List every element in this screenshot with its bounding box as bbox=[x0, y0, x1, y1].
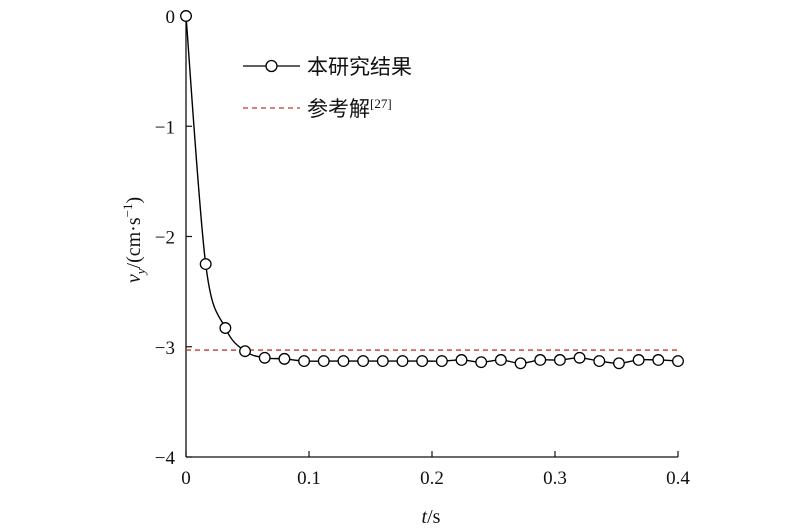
axes bbox=[185, 16, 678, 458]
legend: 本研究结果 参考解[27] bbox=[243, 55, 412, 121]
main-series-point bbox=[180, 10, 192, 22]
y-tick-label: −4 bbox=[155, 448, 176, 469]
main-series-point bbox=[573, 351, 586, 364]
main-series-point bbox=[258, 351, 271, 364]
main-series-point bbox=[219, 322, 232, 334]
main-series-point bbox=[337, 355, 350, 368]
main-series bbox=[180, 10, 684, 370]
y-tick-label: −3 bbox=[155, 338, 175, 359]
x-tick-label: 0.4 bbox=[666, 468, 690, 489]
main-series-point bbox=[455, 354, 468, 366]
x-tick-label: 0.3 bbox=[543, 468, 567, 489]
main-series-point bbox=[317, 355, 330, 368]
main-series-point bbox=[435, 355, 448, 368]
main-series-point bbox=[553, 354, 566, 366]
y-tick-label: −2 bbox=[155, 228, 175, 249]
main-series-point bbox=[514, 357, 527, 370]
main-series-point bbox=[534, 354, 547, 366]
y-ticks: 0 −1 −2 −3 −4 bbox=[155, 7, 192, 469]
legend-label-reference: 参考解[27] bbox=[307, 96, 392, 121]
x-tick-label: 0.2 bbox=[420, 468, 444, 489]
main-series-point bbox=[357, 355, 370, 368]
x-axis-label: t/s bbox=[422, 506, 441, 528]
y-tick-label: −1 bbox=[155, 117, 175, 138]
y-axis-label: vy/(cm·s−1) bbox=[120, 197, 148, 283]
main-series-line bbox=[185, 15, 679, 364]
main-series-point bbox=[613, 357, 625, 370]
legend-citation: [27] bbox=[370, 96, 392, 111]
main-series-point bbox=[672, 355, 684, 368]
main-series-point bbox=[475, 356, 488, 369]
main-series-point bbox=[278, 352, 291, 365]
main-series-point bbox=[239, 345, 251, 358]
main-series-point bbox=[298, 355, 311, 368]
y-tick-label: 0 bbox=[166, 7, 176, 28]
main-series-point bbox=[652, 354, 665, 366]
x-tick-label: 0 bbox=[181, 468, 191, 489]
main-series-point bbox=[494, 354, 507, 366]
legend-label-main: 本研究结果 bbox=[307, 55, 412, 79]
x-ticks: 0 0.1 0.2 0.3 0.4 bbox=[181, 451, 690, 489]
main-series-point bbox=[416, 355, 429, 368]
x-tick-label: 0.1 bbox=[297, 468, 321, 489]
main-series-point bbox=[199, 258, 212, 271]
main-series-point bbox=[593, 355, 606, 368]
legend-label-reference-name: 参考解 bbox=[307, 97, 370, 121]
legend-marker-main bbox=[265, 59, 278, 73]
main-series-point bbox=[376, 355, 389, 368]
main-series-point bbox=[396, 355, 409, 368]
main-series-point bbox=[632, 354, 645, 366]
